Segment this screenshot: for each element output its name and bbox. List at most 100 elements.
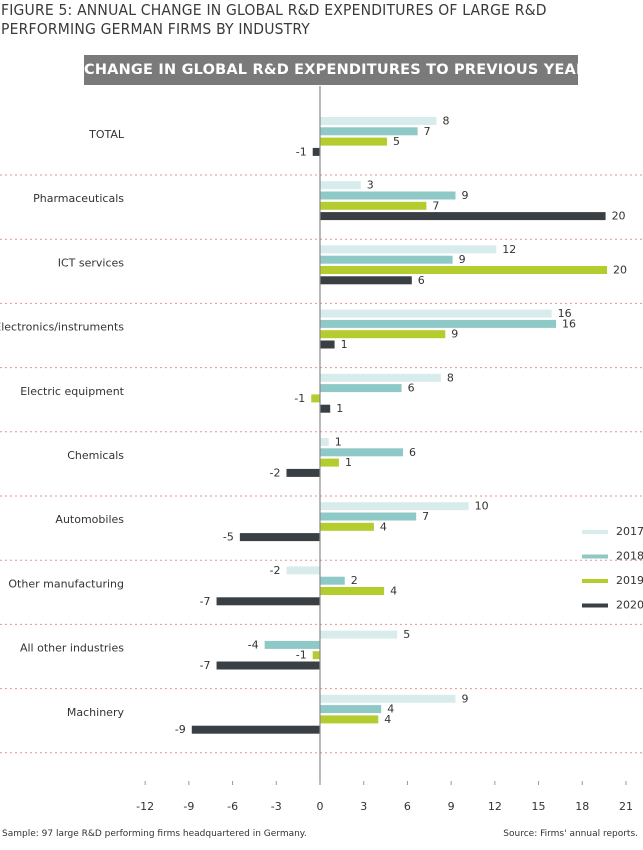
- x-tick-label: -12: [136, 800, 154, 813]
- data-label: 5: [393, 135, 400, 148]
- data-label: 1: [345, 456, 352, 469]
- bar-2018: [320, 319, 557, 328]
- x-tick-label: -3: [271, 800, 282, 813]
- data-label: 9: [451, 328, 458, 341]
- bar-2020: [286, 468, 320, 477]
- bar-2019: [320, 715, 379, 724]
- category-label: Electronics/instruments: [0, 321, 124, 334]
- category-label: TOTAL: [88, 128, 125, 141]
- data-label: 20: [613, 264, 627, 277]
- bar-2017: [320, 181, 361, 190]
- legend-swatch-2018: [582, 554, 608, 559]
- bar-2017: [320, 438, 329, 446]
- x-tick-label: 6: [404, 800, 411, 813]
- data-label: 6: [409, 446, 416, 459]
- data-label: 7: [424, 125, 431, 138]
- data-label: 16: [562, 317, 576, 330]
- bar-2020: [216, 597, 320, 606]
- bar-2017: [320, 309, 552, 318]
- data-label: 1: [341, 338, 348, 351]
- x-tick-label: 9: [448, 800, 455, 813]
- data-label: -2: [270, 564, 281, 577]
- bar-2019: [320, 522, 374, 531]
- data-label: -2: [270, 466, 281, 479]
- x-tick-label: 15: [532, 800, 546, 813]
- footer-source-note: Source: Firms' annual reports.: [503, 829, 638, 839]
- bar-2017: [320, 630, 398, 639]
- data-label: 4: [384, 713, 391, 726]
- x-tick-label: 3: [360, 800, 367, 813]
- bar-2018: [320, 576, 345, 585]
- data-label: -4: [248, 638, 259, 651]
- category-label: Automobiles: [55, 513, 124, 526]
- legend-swatch-2020: [582, 603, 608, 608]
- data-label: 2: [351, 574, 358, 587]
- bar-2019: [312, 651, 320, 660]
- data-label: 16: [558, 307, 572, 320]
- data-label: -1: [294, 392, 305, 405]
- category-label: Pharmaceuticals: [33, 192, 124, 205]
- x-tick-label: 12: [488, 800, 502, 813]
- legend-swatch-2017: [582, 530, 608, 534]
- bar-2017: [320, 117, 437, 125]
- bar-2020: [239, 533, 320, 542]
- data-label: -9: [175, 723, 186, 736]
- category-label: All other industries: [20, 642, 124, 655]
- data-label: 3: [367, 179, 374, 192]
- bar-2018: [320, 384, 402, 393]
- x-tick-label: -9: [183, 800, 194, 813]
- x-tick-label: 21: [619, 800, 633, 813]
- data-label: -1: [296, 145, 307, 158]
- bar-2018: [320, 127, 418, 136]
- legend-swatch-2019: [582, 579, 608, 583]
- bar-2020: [216, 661, 320, 670]
- data-label: 8: [443, 115, 450, 128]
- bar-2019: [320, 330, 446, 339]
- category-label: Other manufacturing: [8, 577, 124, 590]
- data-label: 5: [403, 628, 410, 641]
- x-tick-label: -6: [227, 800, 238, 813]
- bar-2017: [320, 245, 497, 254]
- data-label: -1: [296, 649, 307, 662]
- data-label: 10: [475, 500, 489, 513]
- bar-2020: [320, 276, 412, 285]
- x-tick-label: 0: [317, 800, 324, 813]
- category-label: Chemicals: [67, 449, 124, 462]
- bar-2020: [320, 340, 335, 349]
- data-label: 6: [418, 274, 425, 287]
- bar-2017: [320, 373, 441, 382]
- legend-label: 2019: [616, 574, 643, 587]
- bar-2017: [320, 694, 456, 703]
- data-label: 8: [447, 371, 454, 384]
- data-label: -7: [200, 595, 211, 608]
- data-label: -7: [200, 659, 211, 672]
- bar-2019: [320, 137, 388, 146]
- data-label: 9: [459, 253, 466, 266]
- bar-2019: [320, 587, 385, 595]
- data-label: -5: [223, 531, 234, 544]
- legend-label: 2018: [616, 550, 643, 563]
- data-label: 1: [335, 436, 342, 449]
- data-label: 7: [432, 199, 439, 212]
- legend-label: 2020: [616, 599, 643, 612]
- data-label: 4: [390, 585, 397, 598]
- data-label: 4: [387, 703, 394, 716]
- data-label: 9: [462, 189, 469, 202]
- figure-title-line-1: FIGURE 5: ANNUAL CHANGE IN GLOBAL R&D EX…: [1, 1, 547, 19]
- bar-2018: [320, 255, 453, 264]
- data-label: 20: [612, 210, 626, 223]
- bar-2018: [320, 705, 382, 714]
- category-label: ICT services: [58, 256, 125, 269]
- data-label: 7: [422, 510, 429, 523]
- bar-2020: [320, 404, 331, 413]
- bar-2019: [320, 458, 339, 467]
- footer-sample-note: Sample: 97 large R&D performing firms he…: [2, 829, 307, 839]
- bar-2017: [320, 502, 469, 511]
- bar-2019: [320, 266, 608, 274]
- data-label: 4: [380, 520, 387, 533]
- bar-2017: [286, 566, 320, 575]
- bar-2019: [311, 394, 320, 403]
- bar-2020: [191, 725, 320, 734]
- legend-label: 2017: [616, 525, 643, 538]
